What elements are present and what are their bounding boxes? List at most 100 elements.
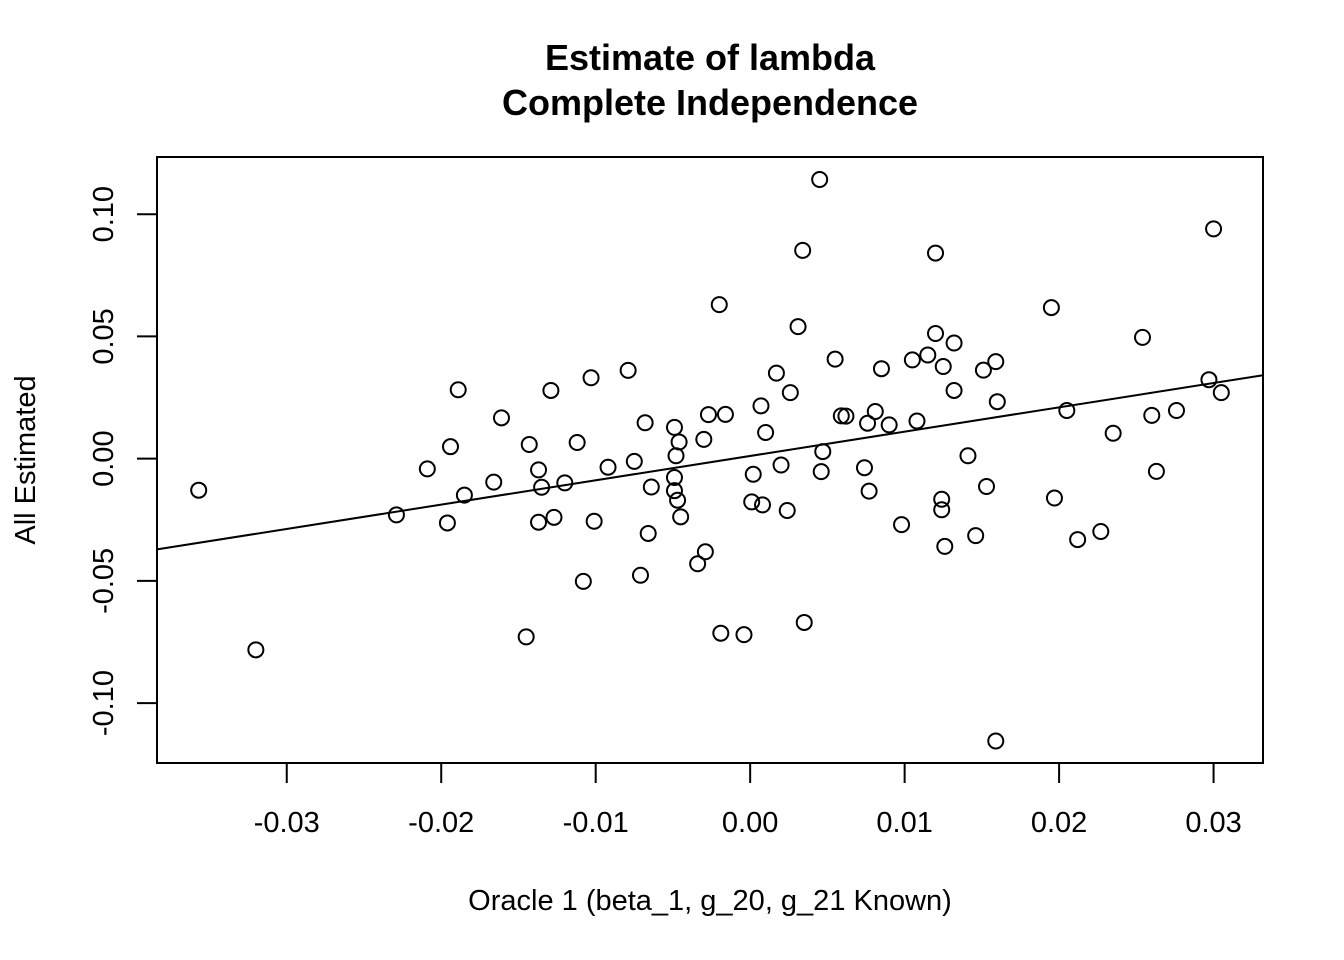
data-point: [689, 555, 707, 573]
y-tick-label: 0.10: [88, 186, 120, 242]
data-point: [599, 458, 617, 476]
data-point: [744, 465, 762, 483]
data-point: [1147, 462, 1165, 480]
data-point: [639, 524, 657, 542]
data-point: [1104, 424, 1122, 442]
data-point: [1058, 401, 1076, 419]
data-point: [1200, 371, 1218, 389]
data-point: [556, 474, 574, 492]
data-point: [1143, 406, 1161, 424]
data-point: [1212, 384, 1230, 402]
data-point: [619, 361, 637, 379]
data-point: [978, 478, 995, 496]
data-point: [533, 478, 551, 496]
data-point: [880, 416, 898, 434]
chart-subtitle: Complete Independence: [502, 82, 918, 123]
data-point: [438, 514, 456, 532]
data-point: [696, 543, 714, 561]
x-tick-label: -0.01: [563, 807, 629, 839]
data-point: [933, 490, 951, 508]
data-point: [670, 433, 688, 451]
data-point: [418, 460, 436, 478]
x-tick-label: 0.00: [722, 807, 778, 839]
data-point: [672, 508, 690, 526]
y-tick-label: -0.10: [88, 670, 120, 736]
data-point: [699, 406, 717, 424]
data-point: [485, 473, 503, 491]
data-point: [754, 496, 772, 514]
data-point: [934, 357, 952, 375]
data-point: [449, 381, 467, 399]
data-point: [945, 334, 963, 352]
data-point: [987, 732, 1005, 750]
x-axis-label: Oracle 1 (beta_1, g_20, g_21 Known): [468, 885, 952, 917]
data-point: [933, 501, 951, 519]
data-point: [967, 527, 985, 545]
y-tick-label: -0.05: [88, 548, 120, 614]
data-point: [492, 409, 510, 427]
data-point: [826, 350, 844, 368]
data-point: [794, 241, 812, 259]
data-point: [872, 360, 890, 378]
data-point: [1205, 220, 1223, 238]
data-point: [247, 641, 265, 659]
plot-area: [156, 170, 1264, 750]
data-point: [743, 493, 761, 511]
data-point: [919, 346, 937, 364]
data-point: [988, 393, 1006, 411]
data-point: [832, 407, 850, 425]
plot-frame: [156, 156, 1264, 764]
x-tick-label: 0.02: [1031, 807, 1087, 839]
data-point: [665, 482, 683, 500]
data-point: [767, 364, 785, 382]
data-point: [974, 361, 992, 379]
data-point: [735, 626, 753, 644]
data-point: [814, 443, 832, 461]
data-point: [568, 434, 586, 452]
data-point: [945, 381, 963, 399]
data-point: [1042, 299, 1060, 317]
data-point: [545, 508, 563, 526]
y-tick-label: 0.05: [88, 308, 120, 364]
chart-title: Estimate of lambda: [545, 37, 876, 78]
data-point: [781, 384, 799, 402]
data-point: [812, 463, 830, 481]
x-axis: -0.03 -0.02 -0.01 0.00 0.01 0.02 0.03: [254, 763, 1242, 839]
data-point: [837, 407, 855, 425]
data-point: [1134, 328, 1152, 346]
data-point: [866, 402, 884, 420]
x-tick-label: 0.03: [1185, 807, 1241, 839]
data-point: [665, 418, 683, 436]
data-point: [625, 452, 643, 470]
data-point: [893, 516, 911, 534]
y-tick-label: 0.00: [88, 430, 120, 486]
data-point: [695, 430, 713, 448]
data-point: [542, 381, 560, 399]
data-point: [665, 468, 683, 486]
data-point: [585, 512, 603, 530]
x-tick-label: -0.03: [254, 807, 320, 839]
data-point: [642, 478, 660, 496]
data-point: [1092, 523, 1110, 541]
data-point: [712, 624, 730, 642]
data-point: [667, 447, 685, 465]
data-point: [190, 481, 208, 499]
data-point: [778, 501, 796, 519]
data-point: [669, 491, 687, 509]
data-point: [859, 414, 877, 432]
data-point: [987, 353, 1005, 371]
y-axis: -0.10 -0.05 0.00 0.05 0.10: [88, 186, 157, 736]
data-point: [772, 456, 790, 474]
data-point: [789, 318, 807, 336]
data-point: [716, 405, 734, 423]
data-point: [631, 566, 649, 584]
y-axis-label: All Estimated: [10, 375, 42, 544]
data-point: [795, 613, 813, 631]
data-point: [860, 482, 878, 500]
regression-line: [156, 374, 1264, 551]
data-point: [908, 412, 926, 430]
data-point: [530, 513, 548, 531]
data-point: [710, 296, 728, 314]
data-point: [574, 572, 592, 590]
data-point: [927, 324, 945, 342]
